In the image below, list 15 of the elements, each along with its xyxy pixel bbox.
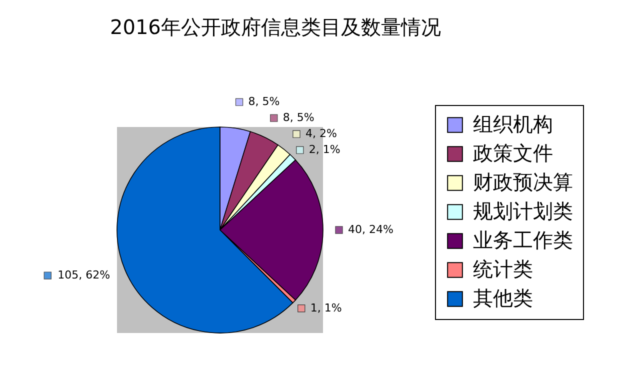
data-label: 105, 62% [58, 268, 110, 282]
data-label: 2, 1% [308, 143, 340, 156]
data-label: 40, 24% [348, 223, 394, 236]
data-label: 8, 5% [282, 111, 314, 124]
legend-label: 其他类 [473, 286, 533, 310]
legend-label: 组织机构 [473, 112, 553, 136]
legend-label: 规划计划类 [473, 199, 573, 223]
legend-label: 业务工作类 [473, 228, 573, 252]
legend-label: 统计类 [473, 257, 533, 281]
data-label: 8, 5% [248, 95, 280, 108]
legend-label: 财政预决算 [473, 170, 573, 194]
chart-title: 2016年公开政府信息类目及数量情况 [110, 15, 441, 39]
data-label: 1, 1% [310, 301, 342, 314]
data-label: 4, 2% [305, 127, 337, 140]
legend-label: 政策文件 [473, 141, 553, 165]
